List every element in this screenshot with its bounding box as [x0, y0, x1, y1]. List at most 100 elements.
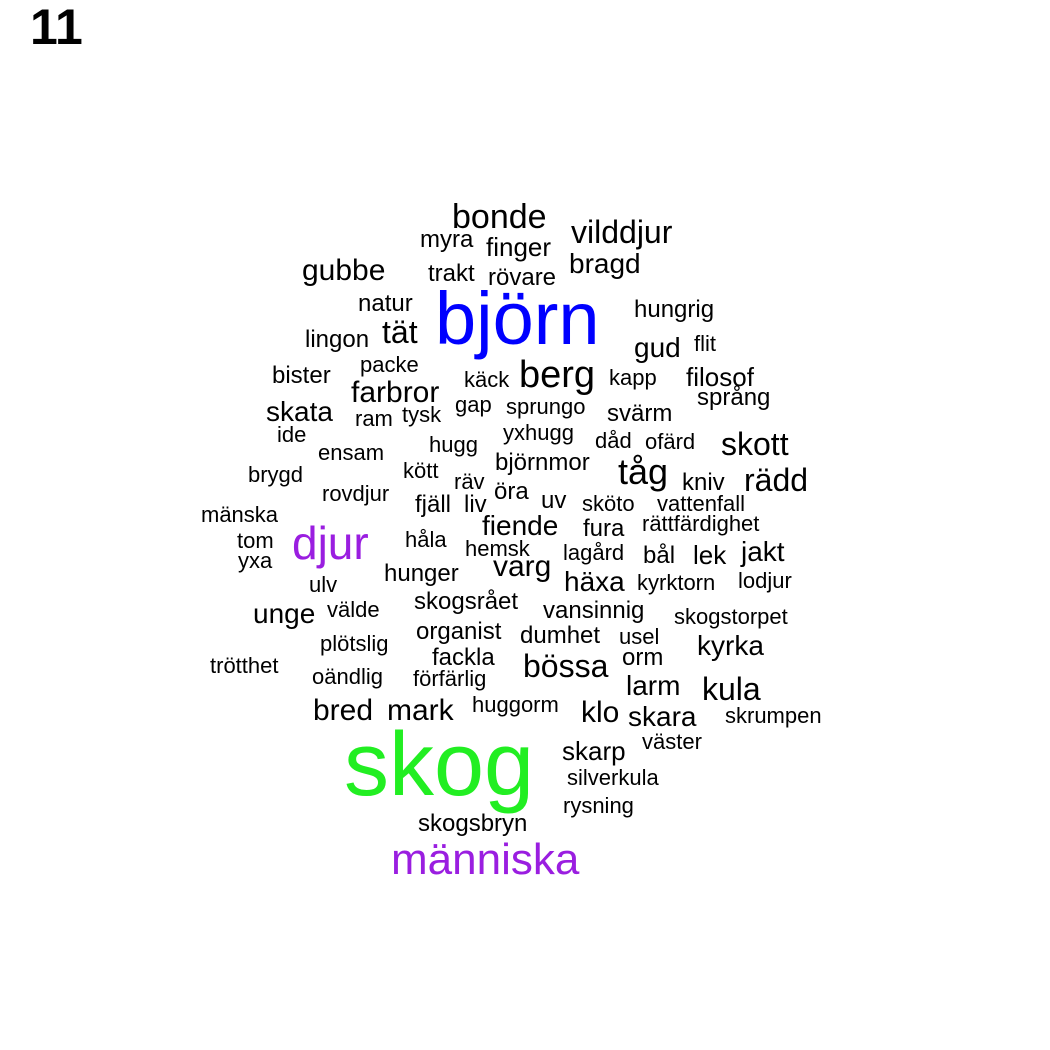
word-hugg: hugg — [429, 432, 478, 457]
word-öra: öra — [494, 478, 529, 505]
word-kyrktorn: kyrktorn — [637, 570, 716, 595]
word-bister: bister — [272, 362, 331, 389]
word-skara: skara — [628, 701, 697, 732]
word-trötthet: trötthet — [210, 653, 279, 678]
word-packe: packe — [360, 352, 419, 377]
word-skott: skott — [721, 426, 789, 462]
word-bragd: bragd — [569, 248, 641, 279]
word-bål: bål — [643, 542, 676, 569]
word-språng: språng — [697, 384, 771, 411]
word-fura: fura — [583, 515, 625, 542]
word-häxa: häxa — [564, 566, 625, 597]
word-lek: lek — [693, 540, 727, 570]
word-fiende: fiende — [482, 510, 559, 541]
word-hungrig: hungrig — [634, 296, 715, 323]
word-tåg: tåg — [618, 451, 669, 492]
word-ram: ram — [355, 406, 393, 431]
word-sprungo: sprungo — [506, 394, 586, 419]
word-larm: larm — [626, 670, 681, 701]
word-varg: varg — [493, 550, 552, 583]
word-myra: myra — [420, 226, 474, 253]
word-skogsrået: skogsrået — [414, 588, 519, 615]
word-jakt: jakt — [741, 536, 785, 567]
word-silverkula: silverkula — [567, 765, 659, 790]
word-klo: klo — [581, 696, 620, 729]
word-bössa: bössa — [523, 648, 609, 684]
word-fackla: fackla — [432, 644, 495, 671]
word-flit: flit — [694, 331, 716, 356]
word-räv: räv — [454, 469, 485, 494]
word-lagård: lagård — [563, 540, 625, 565]
word-mänska: mänska — [201, 502, 279, 527]
word-tom: tom — [237, 528, 274, 553]
word-svärm: svärm — [607, 400, 673, 427]
word-håla: håla — [405, 527, 447, 552]
word-hemsk: hemsk — [465, 536, 530, 561]
word-liv: liv — [464, 491, 487, 518]
word-farbror: farbror — [351, 376, 440, 409]
word-huggorm: huggorm — [472, 692, 559, 717]
word-rövare: rövare — [488, 264, 557, 291]
word-brygd: brygd — [248, 462, 304, 487]
word-ensam: ensam — [318, 440, 385, 465]
word-unge: unge — [253, 598, 316, 629]
word-förfärlig: förfärlig — [413, 666, 487, 691]
word-vilddjur: vilddjur — [571, 214, 673, 250]
word-natur: natur — [358, 290, 413, 317]
word-ulv: ulv — [309, 572, 338, 597]
word-yxa: yxa — [238, 548, 273, 573]
word-dåd: dåd — [595, 428, 632, 453]
word-uv: uv — [541, 487, 567, 514]
word-människa: människa — [391, 835, 580, 884]
word-mark: mark — [387, 694, 454, 727]
word-hunger: hunger — [384, 560, 459, 587]
word-vattenfall: vattenfall — [657, 491, 746, 516]
word-rovdjur: rovdjur — [322, 481, 390, 506]
word-organist: organist — [416, 618, 502, 645]
word-finger: finger — [486, 232, 552, 262]
word-väster: väster — [642, 729, 702, 754]
word-skog: skog — [344, 715, 535, 815]
word-käck: käck — [464, 367, 510, 392]
word-kniv: kniv — [682, 469, 725, 496]
word-bred: bred — [313, 694, 374, 727]
word-sköto: sköto — [582, 491, 635, 516]
word-yxhugg: yxhugg — [503, 420, 574, 445]
word-fjäll: fjäll — [415, 491, 452, 518]
word-ide: ide — [277, 422, 307, 447]
word-trakt: trakt — [428, 260, 475, 287]
word-lodjur: lodjur — [738, 568, 792, 593]
word-orm: orm — [622, 644, 664, 671]
word-kyrka: kyrka — [697, 630, 764, 661]
word-kula: kula — [702, 671, 761, 707]
word-björnmor: björnmor — [495, 449, 590, 476]
word-filosof: filosof — [686, 362, 754, 392]
word-plötslig: plötslig — [320, 631, 389, 656]
word-björn: björn — [435, 277, 600, 360]
word-bonde: bonde — [452, 198, 547, 236]
word-tät: tät — [382, 314, 418, 350]
word-gap: gap — [455, 392, 492, 417]
word-tysk: tysk — [402, 402, 442, 427]
word-gubbe: gubbe — [302, 254, 386, 287]
word-vansinnig: vansinnig — [543, 597, 645, 624]
word-rättfärdighet: rättfärdighet — [642, 511, 760, 536]
word-djur: djur — [292, 517, 369, 569]
word-dumhet: dumhet — [520, 622, 601, 649]
word-rädd: rädd — [744, 462, 809, 498]
word-berg: berg — [519, 354, 596, 396]
word-kött: kött — [403, 458, 439, 483]
word-välde: välde — [327, 597, 380, 622]
word-kapp: kapp — [609, 365, 657, 390]
word-oändlig: oändlig — [312, 664, 383, 689]
word-skata: skata — [266, 396, 333, 427]
word-gud: gud — [634, 332, 681, 363]
word-skogsbryn: skogsbryn — [418, 810, 528, 837]
page-number: 11 — [30, 0, 83, 55]
word-skogstorpet: skogstorpet — [674, 604, 788, 629]
word-rysning: rysning — [563, 793, 634, 818]
word-skarp: skarp — [562, 736, 626, 766]
word-lingon: lingon — [305, 326, 370, 353]
word-skrumpen: skrumpen — [725, 703, 822, 728]
